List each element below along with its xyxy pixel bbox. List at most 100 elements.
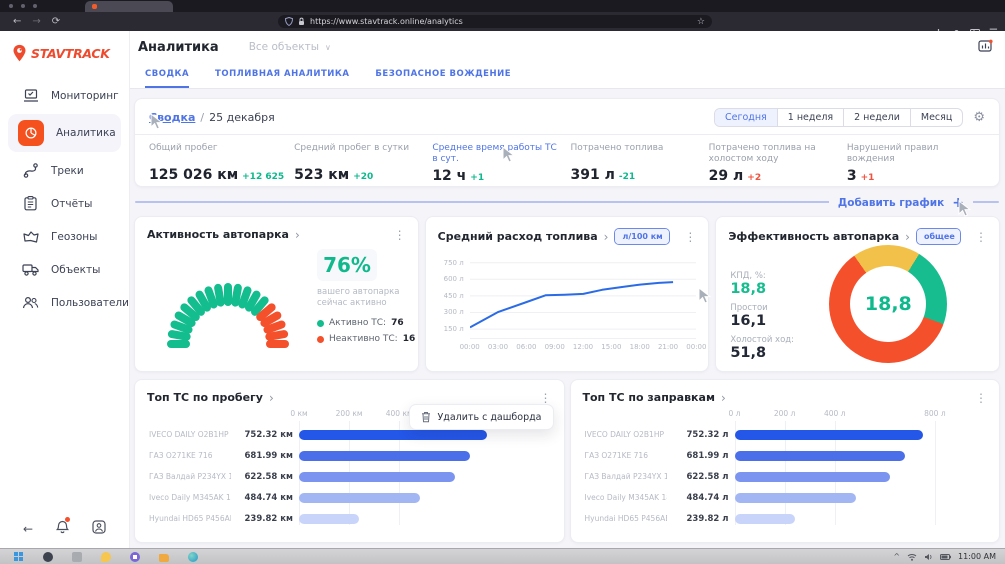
stat-idle-fuel-spent: Потрачено топлива на холостом ходу 29 л+… [709, 143, 847, 184]
account-icon[interactable] [92, 519, 106, 538]
bar-row: Hyundai HD65 P456AB 197239.82 км [149, 508, 550, 529]
browser-tab[interactable] [85, 1, 173, 12]
x-axis-tick-label: 18:00 [630, 343, 650, 351]
period-1week-button[interactable]: 1 неделя [777, 109, 843, 126]
stat-avg-work-time[interactable]: Среднее время работы ТС в сут. 12 ч+1 [432, 143, 570, 184]
delete-from-dashboard-menu-item[interactable]: Удалить с дашборда [409, 404, 554, 430]
period-2weeks-button[interactable]: 2 недели [843, 109, 910, 126]
sidebar-item-monitoring[interactable]: Мониторинг [0, 79, 129, 112]
y-axis-tick-label: 600 л [438, 275, 464, 283]
url-text[interactable]: https://www.stavtrack.online/analytics [310, 17, 697, 26]
chevron-right-icon[interactable]: › [721, 392, 726, 404]
kebab-menu-icon[interactable]: ⋮ [540, 392, 552, 404]
plot-area [470, 255, 697, 339]
breadcrumb-summary-link[interactable]: Сводка [149, 111, 195, 124]
bar[interactable] [735, 493, 856, 503]
objects-scope-selector[interactable]: Все объекты ∨ [249, 41, 331, 53]
chevron-down-icon: ∨ [325, 43, 331, 52]
taskbar-app-icon[interactable] [43, 552, 53, 562]
main-area: Аналитика Все объекты ∨ СВОДКА ТОПЛИВНАЯ… [130, 31, 1005, 548]
kebab-menu-icon[interactable]: ⋮ [684, 231, 696, 243]
stavtrack-logo[interactable]: STAVTRACK [12, 44, 129, 63]
chevron-right-icon[interactable]: › [604, 231, 609, 243]
chevron-right-icon[interactable]: › [295, 229, 300, 241]
bar[interactable] [735, 451, 906, 461]
period-today-button[interactable]: Сегодня [715, 109, 777, 126]
bar-row: IVECO DAILY O2B1HP 126752.32 л [585, 424, 986, 445]
bar-row: ГАЗ Валдай P234YX 121622.58 л [585, 466, 986, 487]
stat-total-mileage: Общий пробег 125 026 км+12 625 [149, 143, 294, 184]
tab-summary[interactable]: СВОДКА [145, 63, 189, 88]
sidebar-item-analytics[interactable]: Аналитика [8, 114, 121, 152]
chevron-right-icon[interactable]: › [269, 392, 274, 404]
legend-dot-inactive [317, 336, 324, 343]
vehicle-label: IVECO DAILY O2B1HP 126 [149, 430, 231, 439]
reload-button[interactable]: ⟳ [52, 17, 60, 27]
stat-fuel-spent: Потрачено топлива 391 л-21 [570, 143, 708, 184]
volume-icon[interactable] [924, 553, 933, 561]
collapse-sidebar-button[interactable]: ← [23, 522, 33, 536]
bookmark-star-icon[interactable]: ☆ [697, 17, 705, 27]
top-refuels-card: Топ ТС по заправкам › ⋮ 0 л200 л400 л800… [570, 379, 1001, 543]
stat-delta: +20 [353, 172, 373, 182]
bar[interactable] [299, 472, 455, 482]
taskbar-app-icon[interactable] [101, 552, 111, 562]
battery-icon[interactable] [940, 554, 951, 560]
bar[interactable] [299, 430, 487, 440]
gear-icon[interactable]: ⚙ [973, 111, 985, 124]
analytics-tabs: СВОДКА ТОПЛИВНАЯ АНАЛИТИКА БЕЗОПАСНОЕ ВО… [130, 63, 1005, 89]
window-controls[interactable] [9, 4, 37, 8]
notifications-bell-icon[interactable] [56, 519, 69, 538]
x-axis-tick-label: 00:00 [460, 343, 480, 351]
sidebar-item-objects[interactable]: Объекты [0, 253, 129, 286]
tab-safe-driving[interactable]: БЕЗОПАСНОЕ ВОЖДЕНИЕ [375, 63, 511, 88]
toggle-engine-hours[interactable]: моточасы [670, 229, 671, 244]
taskbar-app-icon[interactable] [72, 552, 82, 562]
period-month-button[interactable]: Месяц [910, 109, 962, 126]
fleet-activity-card: Активность автопарка › ⋮ 76% вашего авто… [134, 216, 419, 372]
bar[interactable] [299, 493, 420, 503]
url-bar[interactable]: https://www.stavtrack.online/analytics ☆ [278, 15, 712, 28]
bar[interactable] [735, 472, 891, 482]
bar[interactable] [299, 451, 470, 461]
wifi-icon[interactable] [907, 553, 917, 561]
start-button-icon[interactable] [14, 552, 24, 562]
browser-navbar: ← → ⟳ https://www.stavtrack.online/analy… [0, 12, 1005, 31]
forward-button[interactable]: → [32, 17, 40, 27]
fuel-line-chart: 750 л600 л450 л300 л150 л00:0003:0006:00… [438, 255, 699, 365]
sidebar-item-users[interactable]: Пользователи [0, 286, 129, 319]
bar[interactable] [299, 514, 359, 524]
browser-app-icon[interactable] [188, 552, 198, 562]
taskbar-app-icon[interactable] [130, 552, 140, 562]
fuel-consumption-card: Средний расход топлива › л/100 км моточа… [425, 216, 710, 372]
dashboard-alert-icon[interactable] [978, 39, 993, 58]
kebab-menu-icon[interactable]: ⋮ [394, 229, 406, 241]
clock[interactable]: 11:00 AM [958, 552, 996, 561]
bar-track [735, 451, 986, 461]
bar-track [735, 514, 986, 524]
tab-fuel-analytics[interactable]: ТОПЛИВНАЯ АНАЛИТИКА [215, 63, 349, 88]
sidebar-item-geozones[interactable]: Геозоны [0, 220, 129, 253]
toggle-general[interactable]: общее [917, 229, 961, 244]
kebab-menu-icon[interactable]: ⋮ [975, 231, 987, 243]
top-mileage-card: Топ ТС по пробегу › ⋮ Удалить с дашборда… [134, 379, 565, 543]
back-button[interactable]: ← [13, 17, 21, 27]
folder-icon[interactable] [159, 554, 169, 562]
tray-expand-icon[interactable]: ^ [893, 553, 900, 561]
bar[interactable] [735, 430, 923, 440]
summary-stats-row: Общий пробег 125 026 км+12 625 Средний п… [135, 135, 999, 184]
sidebar-item-label: Пользователи [51, 297, 129, 309]
sidebar-item-reports[interactable]: Отчёты [0, 187, 129, 220]
chevron-right-icon[interactable]: › [905, 231, 910, 243]
bar-row: Hyundai HD65 P456AB 197239.82 л [585, 508, 986, 529]
vehicle-label: Iveco Daily M345AK 186 [585, 493, 667, 502]
toggle-l-per-100km[interactable]: л/100 км [615, 229, 669, 244]
reports-icon [22, 195, 39, 212]
kebab-menu-icon[interactable]: ⋮ [975, 392, 987, 404]
add-chart-button[interactable]: Добавить график + [829, 195, 973, 211]
bar[interactable] [735, 514, 795, 524]
sidebar-item-tracks[interactable]: Треки [0, 154, 129, 187]
activity-subtitle: вашего автопарка сейчас активно [317, 287, 417, 309]
bar-value: 484.74 км [237, 493, 293, 503]
sidebar: STAVTRACK Мониторинг Аналитика Треки От [0, 31, 130, 548]
